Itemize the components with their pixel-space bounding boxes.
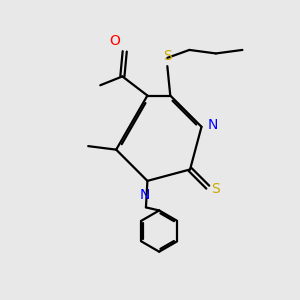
Text: O: O — [109, 34, 120, 48]
Text: N: N — [208, 118, 218, 132]
Text: S: S — [211, 182, 220, 196]
Text: S: S — [164, 49, 172, 63]
Text: N: N — [139, 188, 150, 202]
